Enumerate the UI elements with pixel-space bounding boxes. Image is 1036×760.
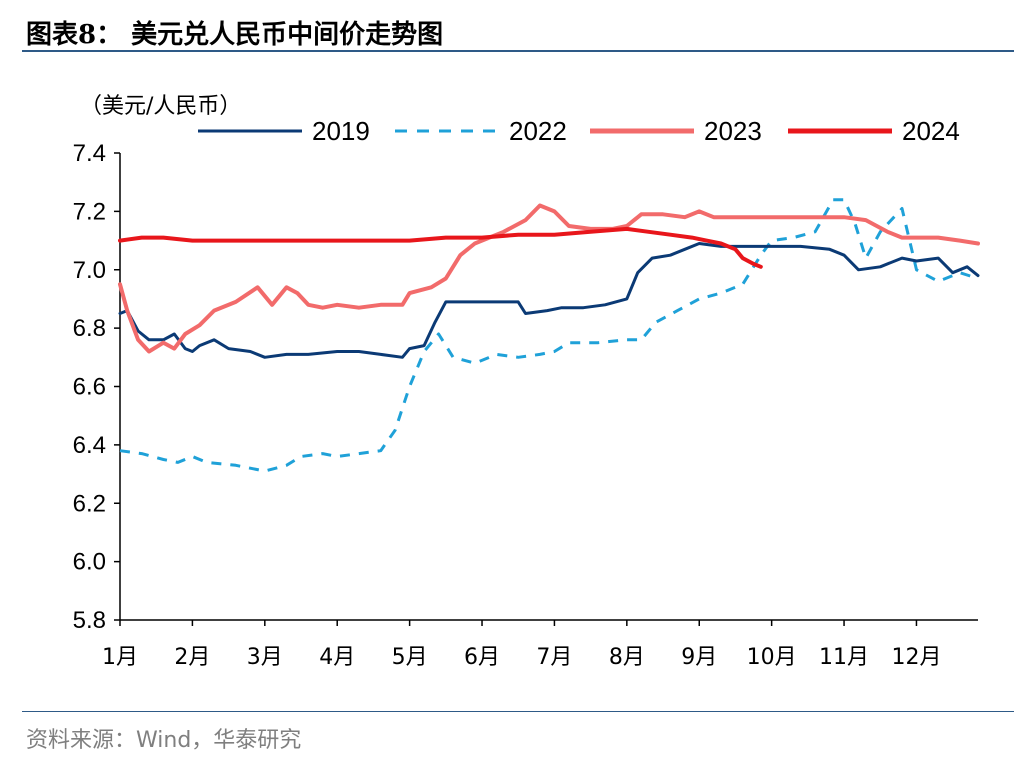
x-tick-label: 4月: [319, 645, 355, 670]
y-tick-label: 6.0: [73, 549, 106, 576]
series-line-2019: [118, 242, 980, 359]
title-divider: [22, 50, 1014, 52]
x-tick-label: 6月: [464, 645, 500, 670]
axes: 7.4 7.2 7.0 6.8 6.6 6.4 6.2 6.0 5.8 1月 2月 3月 4月 5月 6月 7…: [73, 140, 978, 670]
source-note: 资料来源：Wind，华泰研究: [26, 728, 302, 753]
legend-label-2019: 2019: [312, 116, 370, 146]
y-tick-label: 6.4: [73, 432, 106, 459]
line-chart: （美元/人民币） 2019 2022 2023 2024 7.4 7.2 7.0 6.8 6.…: [73, 94, 980, 670]
x-tick-label: 12月: [891, 645, 941, 670]
y-unit-label: （美元/人民币）: [80, 94, 241, 119]
series-group: [118, 198, 980, 473]
legend-label-2022: 2022: [509, 116, 567, 146]
y-tick-label: 6.6: [73, 374, 106, 401]
series-line-2022: [119, 198, 979, 473]
x-tick-label: 11月: [819, 645, 869, 670]
x-tick-label: 8月: [609, 645, 645, 670]
x-tick-label: 5月: [392, 645, 428, 670]
y-tick-label: 6.8: [73, 315, 106, 342]
y-tick-label: 7.2: [73, 198, 106, 225]
chart-title: 图表8： 美元兑人民币中间价走势图: [26, 20, 444, 50]
x-tick-label: 2月: [174, 645, 210, 670]
footer-divider: [22, 711, 1014, 712]
y-tick-label: 6.2: [73, 490, 106, 517]
y-tick-label: 7.0: [73, 257, 106, 284]
legend: 2019 2022 2023 2024: [198, 116, 960, 146]
y-tick-label: 5.8: [73, 607, 106, 634]
series-line-2024: [118, 226, 763, 269]
y-tick-label: 7.4: [73, 140, 106, 167]
legend-label-2024: 2024: [902, 116, 960, 146]
legend-label-2023: 2023: [704, 116, 762, 146]
x-tick-label: 9月: [681, 645, 717, 670]
x-tick-label: 3月: [247, 645, 283, 670]
series-line-2023: [118, 203, 980, 354]
x-tick-label: 7月: [536, 645, 572, 670]
x-tick-label: 1月: [102, 645, 138, 670]
x-tick-label: 10月: [747, 645, 797, 670]
